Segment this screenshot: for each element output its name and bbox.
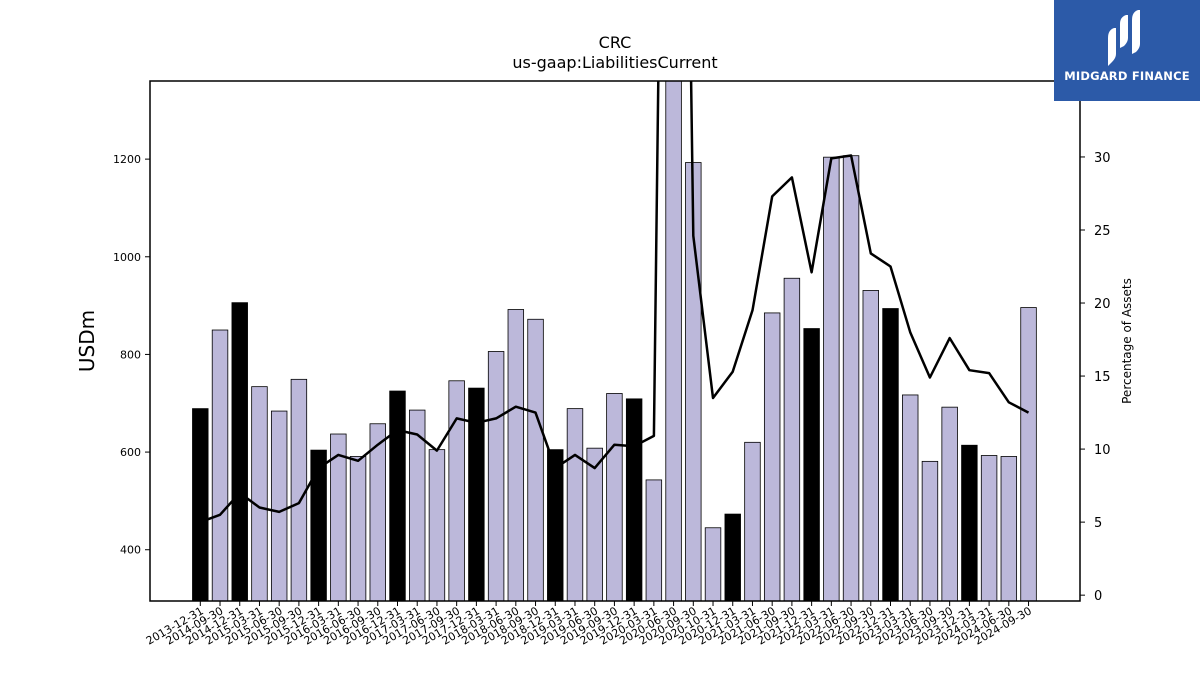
- bar-2023-03-31: [902, 394, 919, 601]
- bar-2018-09-30: [527, 318, 544, 601]
- bar-2022-06-30: [842, 155, 860, 601]
- y-axis-label: USDm: [75, 310, 99, 372]
- bar-2020-06-30: [665, 81, 682, 601]
- bar-2021-06-30: [763, 312, 781, 601]
- y2-tick-label: 10: [1094, 443, 1111, 458]
- bar-series: [192, 81, 1037, 601]
- bar-2020-12-31: [724, 513, 741, 601]
- bar-2016-03-31: [330, 433, 347, 601]
- bar-2022-03-31: [823, 156, 840, 601]
- bar-2017-03-31: [409, 409, 426, 601]
- bar-2021-12-31: [803, 328, 820, 601]
- bar-2014-12-31: [231, 302, 248, 601]
- bar-2015-12-31: [310, 449, 327, 601]
- bar-2013-12-31: [192, 408, 209, 601]
- y2-tick-label: 5: [1094, 516, 1102, 531]
- line-series: [199, 81, 1030, 524]
- y2-tick-label: 20: [1094, 297, 1111, 312]
- bar-2018-12-31: [547, 449, 564, 601]
- y2-tick-label: 0: [1094, 589, 1102, 604]
- bar-2017-06-30: [428, 449, 446, 601]
- bar-2018-06-30: [507, 309, 525, 601]
- bar-2024-03-31: [980, 455, 998, 601]
- bar-2014-09-30: [211, 329, 229, 601]
- brand-name: MIDGARD FINANCE: [1064, 69, 1190, 83]
- bar-2022-12-31: [882, 308, 899, 601]
- y-tick-label: 800: [120, 348, 141, 361]
- bar-2015-03-31: [251, 386, 268, 601]
- plot-frame: [149, 80, 1081, 602]
- bar-2017-12-31: [468, 387, 485, 601]
- bar-2016-09-30: [369, 423, 386, 601]
- axes: 400600800100012000510152025302013-12-312…: [113, 80, 1111, 648]
- bar-2022-09-30: [862, 290, 879, 601]
- bar-2019-03-31: [566, 408, 584, 601]
- bar-2024-09-30: [1020, 307, 1037, 601]
- bar-2023-06-30: [921, 460, 939, 601]
- bar-2020-10-31: [704, 527, 722, 601]
- bar-2020-03-31: [645, 479, 663, 601]
- y2-tick-label: 25: [1094, 224, 1111, 239]
- bar-2023-09-30: [941, 406, 958, 601]
- bar-2015-09-30: [290, 378, 308, 601]
- bar-2024-06-30: [1000, 456, 1018, 601]
- y2-tick-label: 30: [1094, 151, 1111, 166]
- bar-2016-06-30: [349, 456, 367, 601]
- bar-2021-09-30: [783, 277, 801, 601]
- chart-subtitle: us-gaap:LiabilitiesCurrent: [512, 53, 717, 72]
- bar-2016-12-31: [389, 390, 406, 601]
- brand-logo: MIDGARD FINANCE: [1054, 0, 1200, 101]
- bar-2015-06-30: [270, 410, 288, 601]
- bar-2018-03-31: [487, 351, 505, 601]
- chart-title: CRC: [599, 33, 632, 52]
- percentage-line: [199, 81, 1030, 524]
- y2-axis-label: Percentage of Assets: [1120, 278, 1134, 404]
- bar-2019-06-30: [586, 447, 603, 601]
- bar-2021-03-31: [744, 441, 761, 601]
- y-tick-label: 400: [120, 544, 141, 557]
- y-tick-label: 1200: [113, 153, 141, 166]
- bar-2023-12-31: [961, 444, 978, 601]
- midgard-logo-icon: [1108, 10, 1140, 66]
- y-tick-label: 600: [120, 446, 141, 459]
- bar-2019-09-30: [606, 393, 623, 601]
- bar-2017-09-30: [448, 380, 465, 601]
- y2-tick-label: 15: [1094, 370, 1111, 385]
- y-tick-label: 1000: [113, 251, 141, 264]
- bar-2019-12-31: [625, 398, 643, 601]
